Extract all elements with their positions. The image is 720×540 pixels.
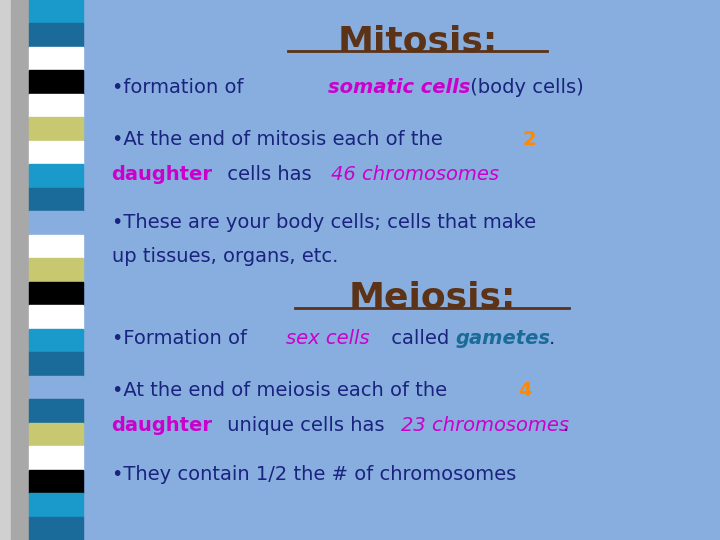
Bar (29, 446, 83, 470)
Bar (0, 0, 22, 540)
Bar (29, 117, 83, 141)
Text: •At the end of mitosis each of the: •At the end of mitosis each of the (112, 130, 449, 148)
Bar (29, 517, 83, 540)
Text: .: . (563, 416, 570, 435)
Text: unique cells has: unique cells has (221, 416, 391, 435)
Text: .: . (549, 329, 556, 348)
Text: •These are your body cells; cells that make: •These are your body cells; cells that m… (112, 213, 536, 232)
Text: Mitosis:: Mitosis: (338, 24, 498, 58)
Bar (29, 305, 83, 329)
Text: gametes: gametes (456, 329, 551, 348)
Bar (29, 399, 83, 423)
Bar (29, 282, 83, 305)
Text: Meiosis:: Meiosis: (348, 281, 516, 315)
Bar (29, 470, 83, 493)
Bar (29, 376, 83, 399)
Text: sex cells: sex cells (286, 329, 369, 348)
Bar (29, 211, 83, 235)
Bar (29, 423, 83, 446)
Text: up tissues, organs, etc.: up tissues, organs, etc. (112, 247, 338, 266)
Text: cells has: cells has (221, 165, 318, 184)
Text: 4: 4 (518, 381, 532, 400)
Text: •They contain 1/2 the # of chromosomes: •They contain 1/2 the # of chromosomes (112, 465, 516, 484)
Bar (29, 188, 83, 211)
Text: (body cells): (body cells) (464, 78, 584, 97)
Bar (29, 0, 83, 23)
Text: •At the end of meiosis each of the: •At the end of meiosis each of the (112, 381, 453, 400)
Bar (29, 94, 83, 117)
Text: daughter: daughter (112, 165, 212, 184)
Text: •formation of: •formation of (112, 78, 249, 97)
Text: 23 chromosomes: 23 chromosomes (401, 416, 569, 435)
Bar (29, 47, 83, 70)
Text: called: called (385, 329, 456, 348)
Text: •Formation of: •Formation of (112, 329, 253, 348)
Text: 2: 2 (522, 130, 536, 148)
Bar (29, 70, 83, 94)
Bar (29, 352, 83, 376)
Bar (29, 235, 83, 258)
Text: 46 chromosomes: 46 chromosomes (331, 165, 499, 184)
Bar (11, 0, 29, 540)
Bar (29, 493, 83, 517)
Bar (29, 258, 83, 282)
Bar (29, 141, 83, 164)
Bar (29, 329, 83, 352)
Bar (29, 164, 83, 188)
Text: somatic cells: somatic cells (328, 78, 470, 97)
Text: daughter: daughter (112, 416, 212, 435)
Bar (29, 23, 83, 47)
